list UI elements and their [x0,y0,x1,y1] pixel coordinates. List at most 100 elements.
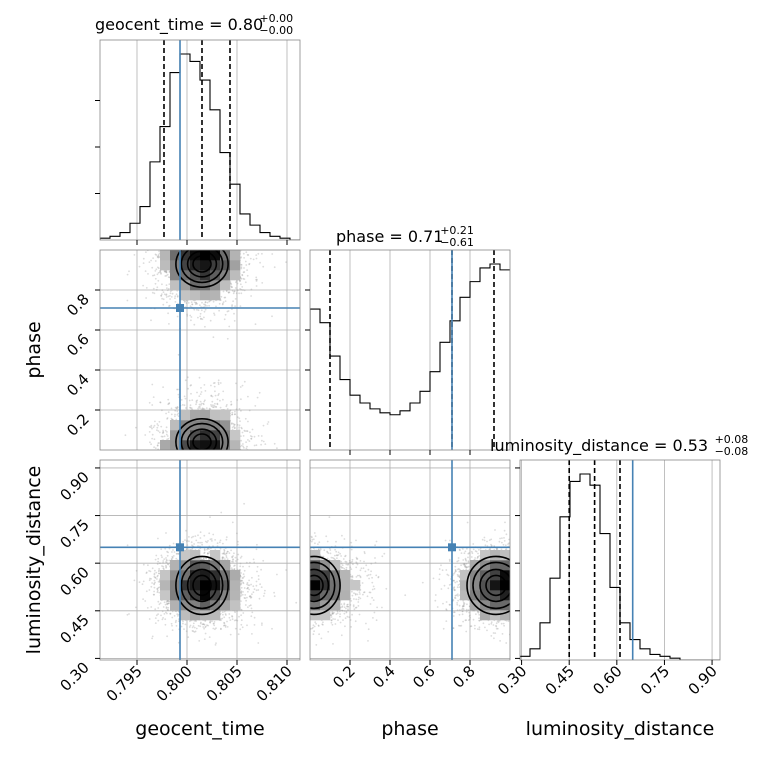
sample-point [176,414,179,416]
sample-point [165,561,168,564]
sample-point [231,422,233,424]
sample-point [231,426,234,429]
sample-point [236,610,238,612]
sample-point [228,616,231,619]
sample-point [166,559,168,562]
sample-point [223,616,226,619]
sample-point [225,405,228,408]
sample-point [233,423,236,426]
density-cell [210,410,221,421]
sample-point [144,600,147,602]
sample-point [243,267,245,269]
sample-point [126,613,129,616]
sample-point [210,405,213,408]
sample-point [211,620,213,623]
sample-point [168,600,170,602]
density-cell [210,420,221,431]
sample-point [156,266,159,269]
sample-point [190,536,193,539]
sample-point [239,420,241,423]
sample-point [183,404,186,407]
sample-point [295,601,298,604]
sample-point [230,286,233,289]
density-cell [160,260,171,271]
sample-point [152,426,155,429]
sample-point [156,256,159,258]
sample-point [246,445,248,448]
sample-point [233,552,235,555]
sample-point [230,285,232,288]
sample-point [126,273,129,276]
sample-point [162,429,165,432]
sample-point [216,398,219,401]
sample-point [175,552,178,555]
sample-point [253,624,256,626]
sample-point [200,404,202,406]
sample-point [157,442,160,444]
sample-point [236,282,239,285]
sample-point [163,568,165,571]
sample-point [271,315,273,318]
sample-point [199,537,202,539]
density-cell [170,440,181,450]
sample-point [242,443,244,445]
sample-point [262,559,265,562]
sample-point [201,407,204,410]
sample-point [199,312,202,315]
sample-point [165,284,168,286]
sample-point [173,615,176,617]
sample-point [195,400,198,403]
sample-point [257,575,260,577]
sample-point [150,424,153,427]
sample-point [253,444,256,447]
sample-point [221,556,224,558]
sample-point [198,403,201,406]
sample-point [202,407,205,410]
sample-point [158,568,161,570]
sample-point [249,595,251,597]
sample-point [154,253,157,256]
histogram-step [310,263,510,450]
sample-point [239,575,242,578]
sample-point [165,412,168,415]
sample-point [186,540,188,543]
sample-point [148,261,151,263]
sample-point [258,391,261,394]
sample-point [217,379,220,382]
sample-point [237,543,239,546]
sample-point [240,591,242,594]
sample-point [165,565,168,568]
sample-point [231,615,234,618]
sample-point [191,548,194,550]
sample-point [175,619,178,622]
sample-point [156,273,159,276]
sample-point [217,381,220,384]
sample-point [202,403,205,406]
sample-point [202,623,205,626]
sample-point [156,429,158,431]
sample-point [215,642,217,645]
sample-point [255,548,258,551]
sample-point [152,274,154,277]
sample-point [157,256,160,259]
sample-point [176,407,178,410]
sample-point [214,394,217,397]
sample-point [230,283,233,285]
sample-point [240,594,243,597]
sample-point [203,557,205,559]
sample-point [240,264,243,266]
sample-point [219,399,221,402]
sample-point [162,431,165,433]
sample-point [233,427,236,430]
sample-point [165,296,168,298]
sample-point [261,439,263,442]
sample-point [158,420,161,423]
sample-point [208,548,210,550]
density-cell [190,410,201,421]
sample-point [201,543,204,546]
sample-point [244,594,247,596]
sample-point [185,630,188,633]
sample-point [233,290,236,293]
sample-point [169,298,172,300]
sample-point [252,258,255,261]
